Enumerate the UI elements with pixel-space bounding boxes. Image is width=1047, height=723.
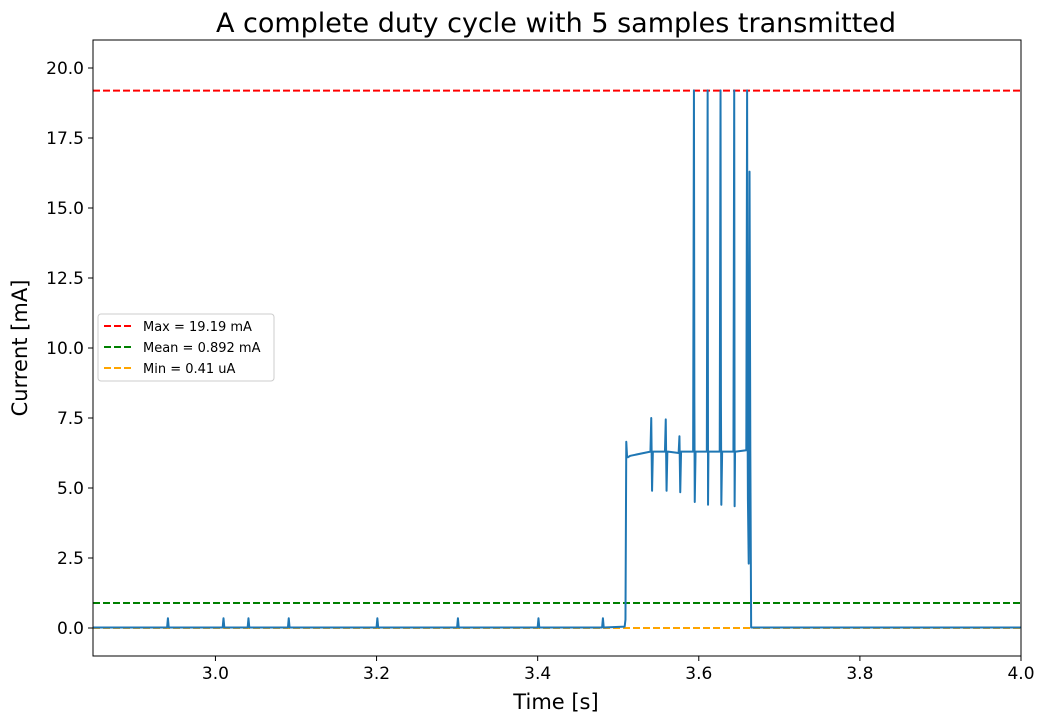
legend-box xyxy=(97,313,275,382)
y-axis-label: Current [mA] xyxy=(8,280,32,417)
y-tick-label: 20.0 xyxy=(46,59,84,79)
y-tick-label: 17.5 xyxy=(46,129,84,149)
series-layer xyxy=(93,89,1021,629)
chart-title: A complete duty cycle with 5 samples tra… xyxy=(216,8,896,39)
x-tick-label: 4.0 xyxy=(1007,664,1034,684)
y-tick-label: 0.0 xyxy=(57,619,84,639)
x-tick-label: 3.2 xyxy=(363,664,390,684)
y-tick-label: 12.5 xyxy=(46,269,84,289)
legend: Max = 19.19 mA Mean = 0.892 mA Min = 0.41 … xyxy=(97,313,275,382)
y-tick-label: 5.0 xyxy=(57,479,84,499)
x-tick-label: 3.8 xyxy=(846,664,873,684)
x-tick-label: 3.4 xyxy=(524,664,551,684)
x-tick-label: 3.6 xyxy=(685,664,712,684)
y-tick-label: 2.5 xyxy=(57,549,84,569)
x-axis-label: Time [s] xyxy=(512,690,598,714)
x-tick-label: 3.0 xyxy=(202,664,229,684)
legend-label: Min = 0.41 uA xyxy=(143,362,236,377)
series-line-1 xyxy=(93,89,1021,629)
y-tick-label: 10.0 xyxy=(46,339,84,359)
y-axis: 0.0 2.5 5.0 7.5 10.0 12.5 15.0 17.5 20.0 xyxy=(46,59,93,639)
legend-label: Max = 19.19 mA xyxy=(143,320,252,335)
legend-label: Mean = 0.892 mA xyxy=(143,341,261,356)
y-tick-label: 7.5 xyxy=(57,409,84,429)
x-axis: 3.0 3.2 3.4 3.6 3.8 4.0 xyxy=(202,656,1035,684)
y-tick-label: 15.0 xyxy=(46,199,84,219)
